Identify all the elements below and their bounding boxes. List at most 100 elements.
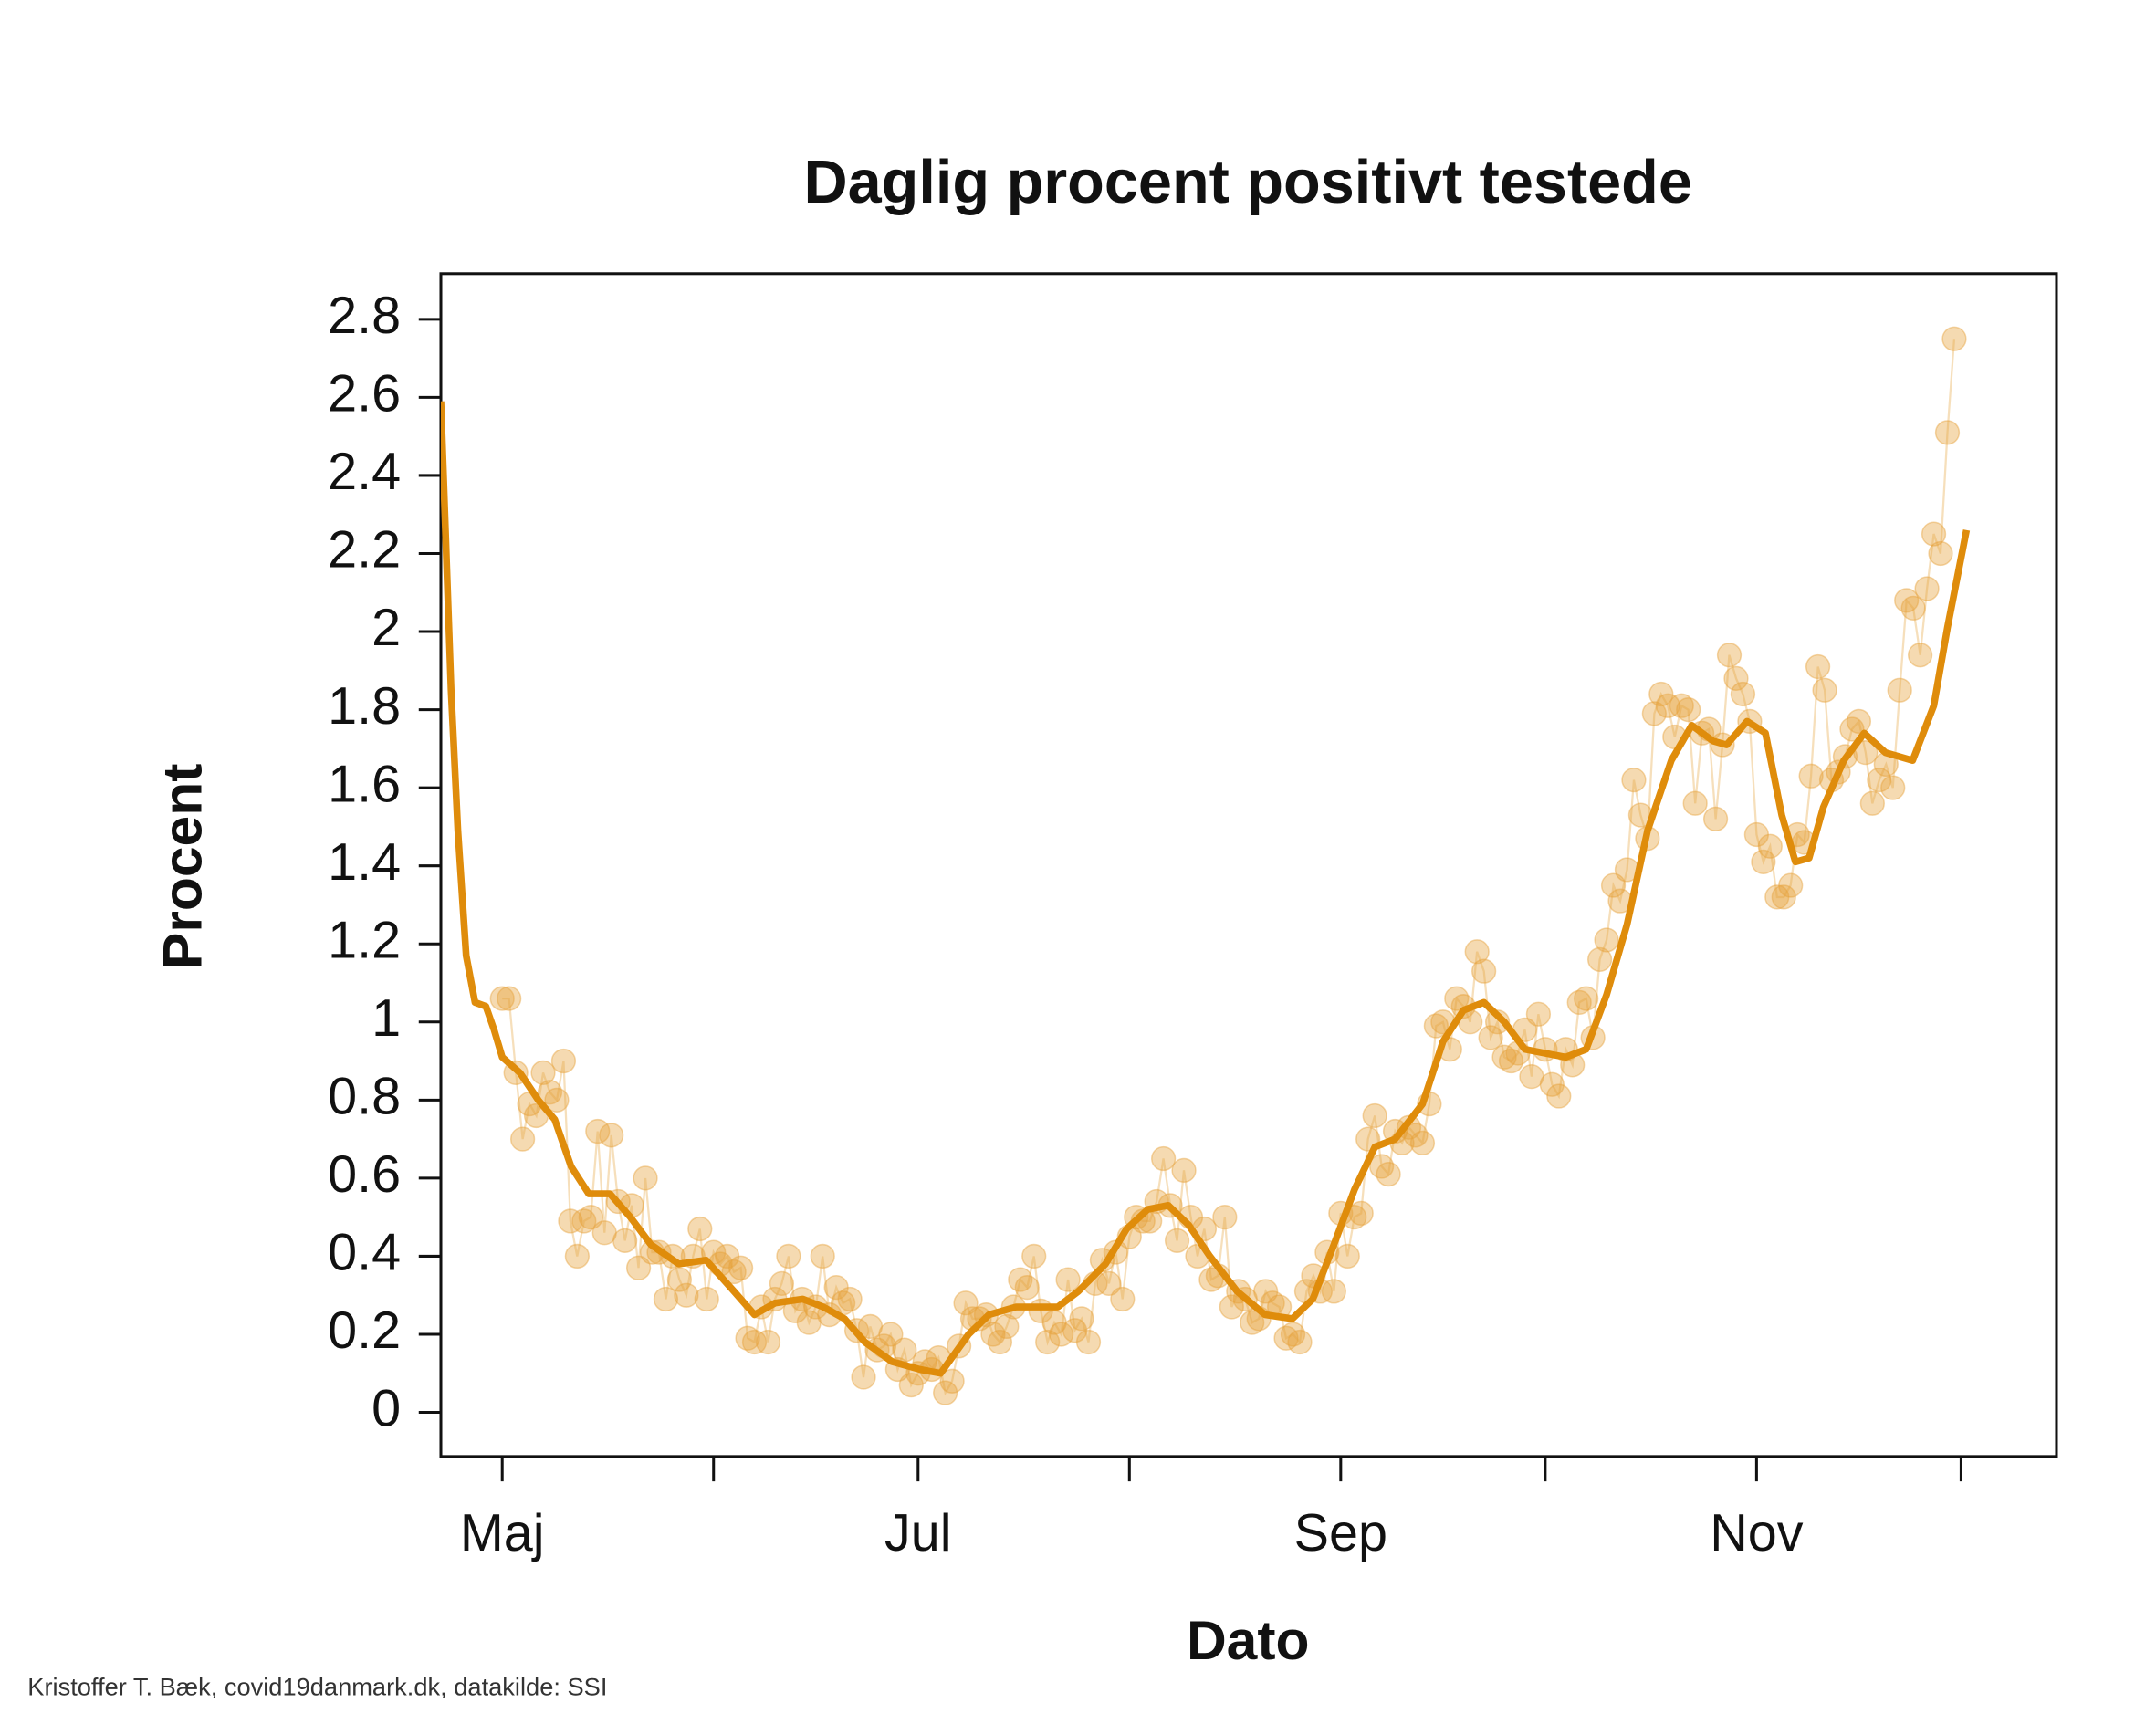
y-tick-label: 2.2 <box>328 521 401 580</box>
data-point <box>857 1313 884 1340</box>
data-point <box>1423 1013 1449 1039</box>
data-point <box>1934 420 1961 445</box>
y-tick-label: 0.6 <box>328 1145 401 1204</box>
data-point <box>509 1126 536 1152</box>
data-point <box>1839 716 1865 742</box>
data-point <box>1164 1228 1190 1253</box>
data-point <box>1867 767 1892 793</box>
data-point <box>1525 1001 1552 1027</box>
y-tick-label: 0.2 <box>328 1301 401 1360</box>
data-point <box>851 1364 876 1390</box>
x-tick-label: Jul <box>884 1504 952 1562</box>
data-point <box>1471 958 1497 984</box>
data-point <box>796 1310 822 1335</box>
data-point <box>585 1118 611 1144</box>
data-point <box>674 1282 699 1308</box>
data-point <box>1805 653 1831 680</box>
y-tick-label: 1.4 <box>328 833 401 892</box>
data-point <box>1757 833 1783 859</box>
y-tick-label: 0.8 <box>328 1068 401 1126</box>
data-point <box>1376 1161 1401 1187</box>
data-point <box>1669 693 1694 718</box>
data-point <box>1519 1064 1544 1090</box>
data-point <box>1368 1154 1395 1179</box>
data-point <box>1287 1329 1313 1355</box>
data-point <box>612 1228 638 1253</box>
data-point <box>823 1275 849 1301</box>
data-point <box>1321 1279 1346 1304</box>
data-point <box>1021 1243 1047 1269</box>
data-point <box>1096 1270 1122 1297</box>
x-axis-label: Dato <box>1187 1609 1310 1671</box>
data-point <box>599 1123 624 1148</box>
data-point <box>1921 521 1947 547</box>
data-point <box>741 1329 768 1355</box>
data-point <box>1403 1123 1429 1148</box>
data-point <box>1655 693 1680 718</box>
data-point <box>578 1205 603 1230</box>
data-point <box>715 1243 740 1269</box>
data-point <box>735 1325 760 1351</box>
data-point <box>1846 708 1872 735</box>
data-point <box>1900 595 1926 622</box>
data-point <box>994 1313 1020 1340</box>
data-point <box>1253 1279 1279 1304</box>
data-point <box>558 1208 583 1234</box>
caption: Kristoffer T. Bæk, covid19danmark.dk, da… <box>27 1672 607 1700</box>
data-point <box>694 1286 719 1312</box>
data-point <box>1444 986 1470 1011</box>
y-tick-label: 2.8 <box>328 287 401 345</box>
data-point <box>625 1255 652 1280</box>
data-point <box>1491 1044 1517 1070</box>
data-point <box>1764 884 1790 910</box>
data-point <box>837 1286 863 1312</box>
data-point <box>1498 1048 1524 1074</box>
data-point <box>1914 576 1940 601</box>
data-point <box>1212 1205 1238 1230</box>
y-tick-label: 2.6 <box>328 365 401 423</box>
data-point <box>1751 849 1776 875</box>
data-point <box>591 1220 617 1246</box>
smoothed-line <box>440 401 1971 1377</box>
data-point <box>1041 1310 1067 1335</box>
data-point <box>1219 1294 1244 1320</box>
data-point <box>1641 701 1667 726</box>
data-point <box>1539 1071 1565 1097</box>
data-point <box>1676 696 1701 723</box>
data-point <box>1055 1267 1081 1292</box>
data-point <box>727 1255 754 1280</box>
data-point <box>1778 872 1804 898</box>
data-point <box>953 1290 979 1316</box>
data-point <box>1464 939 1490 965</box>
y-tick-label: 2 <box>372 599 401 657</box>
data-point <box>530 1060 556 1086</box>
data-point <box>967 1306 992 1332</box>
data-point <box>1069 1306 1094 1332</box>
data-point <box>497 986 522 1011</box>
data-point <box>1478 1025 1503 1050</box>
data-point <box>537 1080 563 1105</box>
y-tick-label: 1.6 <box>328 755 401 813</box>
data-point <box>1594 927 1619 953</box>
y-tick-label: 0 <box>372 1380 401 1438</box>
x-tick-label: Sep <box>1294 1504 1387 1562</box>
data-point <box>1716 643 1743 668</box>
chart-title: Daglig procent positivt testede <box>804 149 1692 216</box>
data-point <box>653 1286 679 1312</box>
data-point <box>1048 1322 1074 1347</box>
data-point <box>1859 790 1885 816</box>
data-point <box>633 1165 658 1191</box>
y-tick-label: 2.4 <box>328 443 401 501</box>
data-point <box>1240 1310 1265 1335</box>
data-point <box>892 1337 917 1363</box>
data-point <box>1771 884 1796 910</box>
data-point <box>755 1329 781 1355</box>
data-point <box>1566 989 1592 1016</box>
data-point <box>1743 821 1770 848</box>
data-point <box>1798 763 1824 789</box>
data-point <box>1546 1083 1572 1109</box>
data-point <box>1484 1009 1511 1035</box>
data-point <box>810 1243 835 1269</box>
